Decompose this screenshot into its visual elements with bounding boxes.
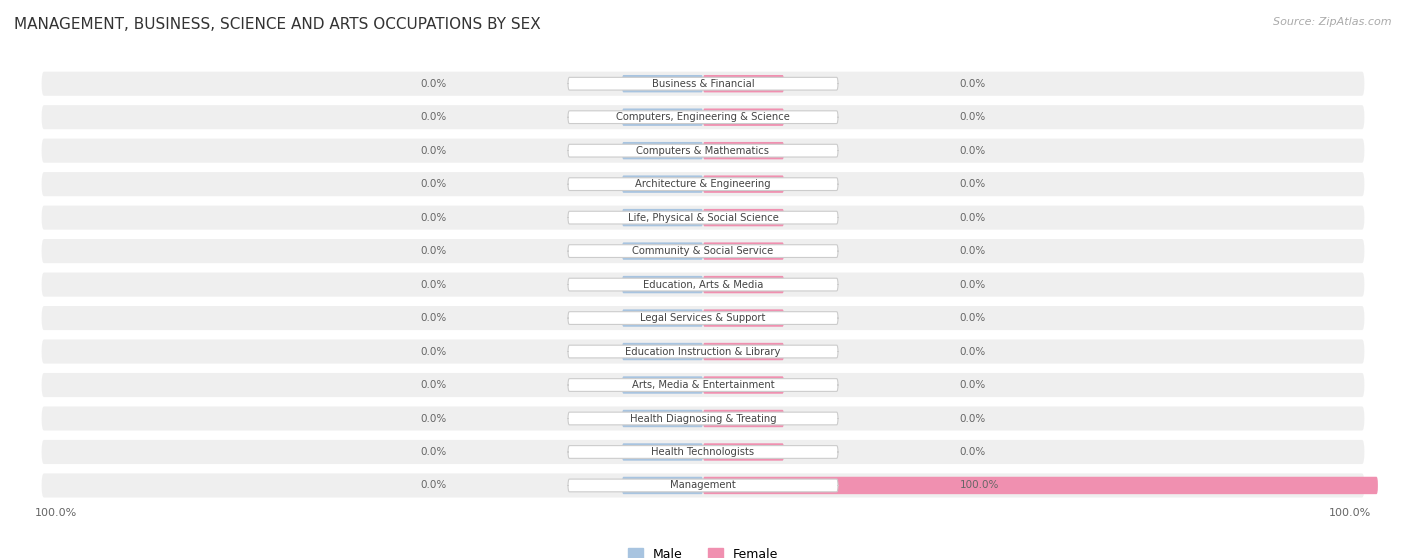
- FancyBboxPatch shape: [42, 71, 1364, 96]
- FancyBboxPatch shape: [621, 142, 703, 160]
- FancyBboxPatch shape: [42, 172, 1364, 196]
- FancyBboxPatch shape: [621, 209, 703, 227]
- Text: 0.0%: 0.0%: [420, 347, 447, 357]
- FancyBboxPatch shape: [621, 175, 703, 193]
- FancyBboxPatch shape: [42, 105, 1364, 129]
- FancyBboxPatch shape: [703, 443, 785, 461]
- FancyBboxPatch shape: [703, 242, 785, 260]
- FancyBboxPatch shape: [703, 276, 785, 294]
- FancyBboxPatch shape: [42, 406, 1364, 431]
- Text: Legal Services & Support: Legal Services & Support: [640, 313, 766, 323]
- FancyBboxPatch shape: [703, 477, 1378, 494]
- FancyBboxPatch shape: [42, 473, 1364, 498]
- Text: MANAGEMENT, BUSINESS, SCIENCE AND ARTS OCCUPATIONS BY SEX: MANAGEMENT, BUSINESS, SCIENCE AND ARTS O…: [14, 17, 541, 32]
- Text: Education, Arts & Media: Education, Arts & Media: [643, 280, 763, 290]
- Text: 0.0%: 0.0%: [959, 112, 986, 122]
- Text: 100.0%: 100.0%: [1329, 508, 1371, 518]
- Text: 0.0%: 0.0%: [959, 380, 986, 390]
- FancyBboxPatch shape: [42, 373, 1364, 397]
- Text: 0.0%: 0.0%: [959, 347, 986, 357]
- Text: 0.0%: 0.0%: [420, 146, 447, 156]
- Text: Life, Physical & Social Science: Life, Physical & Social Science: [627, 213, 779, 223]
- Text: Source: ZipAtlas.com: Source: ZipAtlas.com: [1274, 17, 1392, 27]
- FancyBboxPatch shape: [568, 278, 838, 291]
- Text: Education Instruction & Library: Education Instruction & Library: [626, 347, 780, 357]
- FancyBboxPatch shape: [568, 412, 838, 425]
- FancyBboxPatch shape: [703, 75, 785, 93]
- FancyBboxPatch shape: [42, 205, 1364, 230]
- FancyBboxPatch shape: [621, 75, 703, 93]
- Text: 0.0%: 0.0%: [420, 447, 447, 457]
- FancyBboxPatch shape: [703, 309, 785, 327]
- Text: 0.0%: 0.0%: [420, 79, 447, 89]
- FancyBboxPatch shape: [568, 479, 838, 492]
- Text: 0.0%: 0.0%: [420, 480, 447, 490]
- Text: 0.0%: 0.0%: [420, 413, 447, 424]
- FancyBboxPatch shape: [621, 276, 703, 294]
- Text: 0.0%: 0.0%: [420, 246, 447, 256]
- FancyBboxPatch shape: [703, 108, 785, 126]
- FancyBboxPatch shape: [42, 440, 1364, 464]
- FancyBboxPatch shape: [621, 410, 703, 427]
- Text: 0.0%: 0.0%: [420, 213, 447, 223]
- Text: 0.0%: 0.0%: [420, 112, 447, 122]
- Text: Arts, Media & Entertainment: Arts, Media & Entertainment: [631, 380, 775, 390]
- FancyBboxPatch shape: [42, 306, 1364, 330]
- FancyBboxPatch shape: [703, 209, 785, 227]
- Text: 0.0%: 0.0%: [959, 447, 986, 457]
- Text: 100.0%: 100.0%: [959, 480, 998, 490]
- Text: 0.0%: 0.0%: [959, 179, 986, 189]
- Text: 0.0%: 0.0%: [420, 380, 447, 390]
- Text: 0.0%: 0.0%: [420, 280, 447, 290]
- FancyBboxPatch shape: [621, 343, 703, 360]
- Text: Business & Financial: Business & Financial: [652, 79, 754, 89]
- FancyBboxPatch shape: [568, 379, 838, 391]
- FancyBboxPatch shape: [621, 443, 703, 461]
- Text: 0.0%: 0.0%: [959, 146, 986, 156]
- Text: Computers, Engineering & Science: Computers, Engineering & Science: [616, 112, 790, 122]
- FancyBboxPatch shape: [42, 339, 1364, 364]
- Legend: Male, Female: Male, Female: [623, 542, 783, 558]
- Text: Community & Social Service: Community & Social Service: [633, 246, 773, 256]
- Text: Management: Management: [671, 480, 735, 490]
- FancyBboxPatch shape: [703, 376, 785, 394]
- FancyBboxPatch shape: [703, 142, 785, 160]
- Text: 0.0%: 0.0%: [959, 79, 986, 89]
- FancyBboxPatch shape: [621, 108, 703, 126]
- Text: 0.0%: 0.0%: [420, 313, 447, 323]
- FancyBboxPatch shape: [568, 111, 838, 123]
- FancyBboxPatch shape: [703, 175, 785, 193]
- Text: Architecture & Engineering: Architecture & Engineering: [636, 179, 770, 189]
- FancyBboxPatch shape: [568, 178, 838, 190]
- FancyBboxPatch shape: [42, 272, 1364, 297]
- FancyBboxPatch shape: [568, 78, 838, 90]
- Text: Computers & Mathematics: Computers & Mathematics: [637, 146, 769, 156]
- FancyBboxPatch shape: [621, 477, 703, 494]
- Text: 0.0%: 0.0%: [959, 313, 986, 323]
- FancyBboxPatch shape: [621, 376, 703, 394]
- Text: 0.0%: 0.0%: [959, 246, 986, 256]
- FancyBboxPatch shape: [568, 245, 838, 257]
- FancyBboxPatch shape: [568, 345, 838, 358]
- Text: 0.0%: 0.0%: [959, 213, 986, 223]
- Text: 0.0%: 0.0%: [959, 413, 986, 424]
- Text: 0.0%: 0.0%: [420, 179, 447, 189]
- Text: 100.0%: 100.0%: [35, 508, 77, 518]
- FancyBboxPatch shape: [568, 312, 838, 324]
- FancyBboxPatch shape: [568, 446, 838, 458]
- Text: 0.0%: 0.0%: [959, 280, 986, 290]
- Text: Health Technologists: Health Technologists: [651, 447, 755, 457]
- FancyBboxPatch shape: [568, 211, 838, 224]
- Text: Health Diagnosing & Treating: Health Diagnosing & Treating: [630, 413, 776, 424]
- FancyBboxPatch shape: [568, 145, 838, 157]
- FancyBboxPatch shape: [621, 309, 703, 327]
- FancyBboxPatch shape: [42, 239, 1364, 263]
- FancyBboxPatch shape: [703, 410, 785, 427]
- FancyBboxPatch shape: [621, 242, 703, 260]
- FancyBboxPatch shape: [42, 138, 1364, 163]
- FancyBboxPatch shape: [703, 343, 785, 360]
